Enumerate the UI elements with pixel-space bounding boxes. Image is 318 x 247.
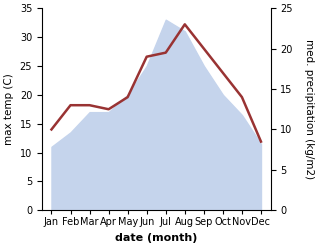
Y-axis label: med. precipitation (kg/m2): med. precipitation (kg/m2) [304,39,314,179]
Y-axis label: max temp (C): max temp (C) [4,73,14,145]
X-axis label: date (month): date (month) [115,233,197,243]
